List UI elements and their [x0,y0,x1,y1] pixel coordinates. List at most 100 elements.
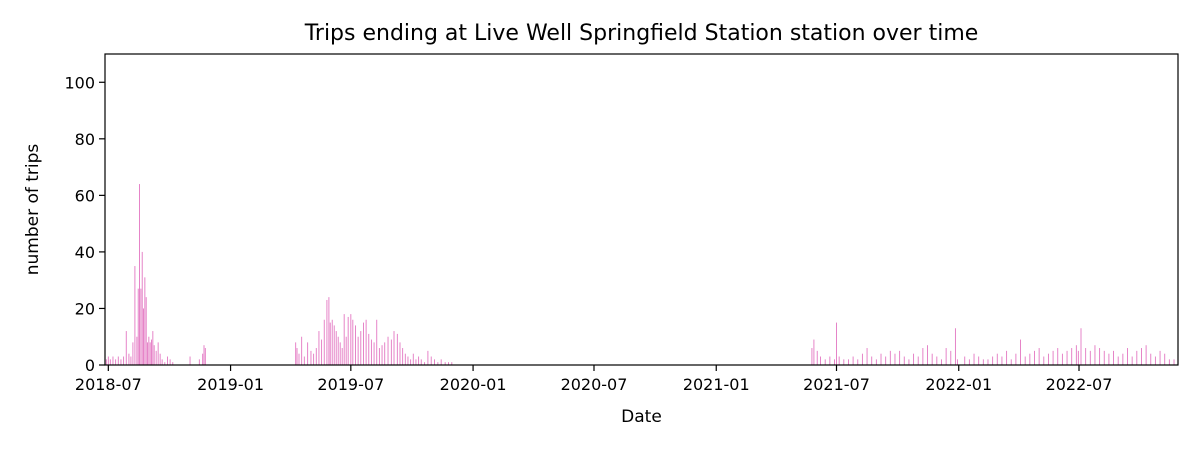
bar-2021-11-01 [917,356,919,365]
bar-2021-12-27 [954,328,956,365]
bar-2019-04-27 [307,342,309,365]
bar-2021-09-06 [880,353,882,365]
bar-2022-05-16 [1047,353,1049,365]
x-tick-label: 2018-07 [75,375,142,394]
bar-2019-08-31 [390,339,392,365]
bar-2019-06-15 [339,342,341,365]
bar-2019-06-12 [337,336,339,365]
bar-2018-08-10 [134,266,136,365]
bar-2019-08-09 [376,319,378,365]
bar-2019-10-20 [424,362,426,365]
x-tick-label: 2019-07 [317,375,384,394]
plot-frame [104,53,1179,366]
bar-2022-11-07 [1164,353,1166,365]
bar-2022-05-09 [1043,356,1045,365]
bar-2022-02-28 [996,353,998,365]
bar-2022-09-12 [1127,348,1128,365]
bar-2019-05-10 [315,348,317,365]
bar-2021-07-19 [848,359,849,365]
bar-2019-08-21 [384,342,386,365]
bar-2021-12-20 [950,350,952,365]
bar-2022-08-15 [1108,353,1110,365]
bar-2019-05-02 [310,350,312,365]
bar-2022-02-07 [982,359,984,365]
bar-2019-07-01 [350,314,352,365]
bar-2019-08-05 [373,342,375,365]
bar-2021-05-25 [811,348,813,365]
bar-2022-06-13 [1066,350,1068,365]
bar-2019-05-14 [318,331,320,365]
bar-2018-07-24 [123,356,125,365]
bar-2021-07-05 [838,356,840,365]
bar-2018-09-06 [152,331,154,365]
y-tick-label: 60 [75,186,95,205]
bar-2022-05-23 [1052,350,1054,365]
bar-2021-06-07 [820,356,821,365]
x-tick-label: 2021-07 [803,375,870,394]
bar-2018-09-20 [161,359,163,365]
bar-2019-04-18 [301,336,303,365]
bar-2021-12-06 [941,359,942,365]
bar-2018-07-28 [125,331,127,365]
bar-2022-07-04 [1080,328,1082,365]
bars-group [105,184,1175,365]
y-tick-label: 100 [64,73,95,92]
bar-2019-11-25 [448,362,449,365]
bar-2021-10-25 [913,353,915,365]
bar-2018-11-15 [198,359,200,365]
bar-2019-10-30 [430,356,432,365]
bar-2019-05-31 [329,322,331,365]
bar-2018-11-01 [189,356,191,365]
bar-2019-11-04 [434,359,435,365]
bar-2022-08-29 [1117,356,1119,365]
bar-2019-06-09 [335,331,337,365]
bar-2022-05-30 [1057,348,1059,365]
bar-2018-08-29 [147,342,148,365]
bar-2022-04-11 [1024,356,1026,365]
chart-title: Trips ending at Live Well Springfield St… [304,21,979,46]
y-tick-label: 0 [85,356,95,375]
bar-2021-12-30 [956,359,958,365]
bar-2018-06-28 [105,359,107,365]
bar-2022-09-05 [1122,353,1124,365]
x-tick-label: 2020-01 [440,375,507,394]
bar-2022-01-10 [964,356,966,365]
bar-2022-03-14 [1006,350,1008,365]
bar-2019-07-28 [368,333,370,365]
bar-2022-04-18 [1029,353,1031,365]
bar-2021-11-15 [927,345,928,365]
bar-2019-09-25 [407,356,409,365]
bar-2021-06-21 [829,356,831,365]
bar-2022-05-02 [1038,348,1040,365]
bar-2018-08-15 [137,288,139,365]
bar-2018-07-01 [107,356,109,365]
bar-2022-08-08 [1103,350,1105,365]
bar-2019-08-13 [378,348,380,365]
bar-2019-10-25 [427,350,429,365]
bar-2022-10-17 [1150,353,1152,365]
bar-2021-09-13 [885,356,887,365]
bar-2022-07-25 [1094,345,1096,365]
bar-2019-10-07 [415,359,417,365]
bar-2022-03-28 [1015,353,1017,365]
bar-2022-11-21 [1173,359,1175,365]
bar-2019-10-11 [418,356,420,365]
x-tick-label: 2019-01 [197,375,264,394]
bar-2018-07-08 [112,356,114,365]
bar-2018-11-22 [203,345,205,365]
bar-2021-12-13 [945,348,947,365]
bar-2021-06-28 [834,359,835,365]
bar-2019-07-12 [357,336,359,365]
bar-2019-04-14 [298,353,300,365]
bar-2019-09-13 [399,342,401,365]
bar-2018-09-04 [151,339,152,365]
bar-2019-05-18 [321,339,323,365]
bar-2022-09-26 [1136,350,1138,365]
bar-2021-08-23 [871,356,873,365]
bar-2022-08-22 [1113,350,1114,365]
bar-2021-06-02 [816,350,818,365]
bar-2022-07-11 [1085,348,1087,365]
y-tick-label: 20 [75,299,95,318]
bar-2021-10-11 [903,356,905,365]
x-axis-label: Date [621,407,662,427]
